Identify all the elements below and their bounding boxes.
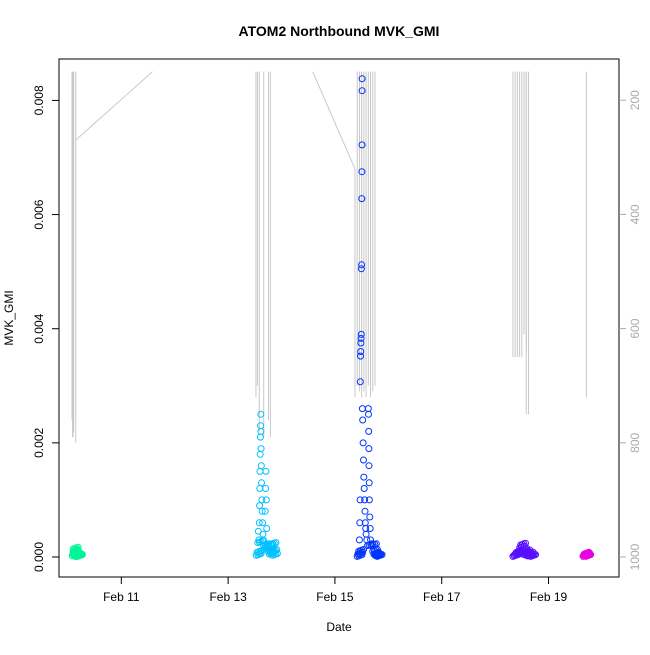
data-point: [356, 378, 364, 386]
data-point: [357, 339, 365, 347]
series-1: [68, 543, 86, 560]
data-point: [365, 427, 373, 435]
data-point: [358, 87, 366, 95]
y2-tick-label: 400: [628, 204, 642, 224]
data-point: [365, 445, 373, 453]
data-point: [361, 496, 369, 504]
y2-tick-label: 800: [628, 432, 642, 452]
data-point: [359, 416, 367, 424]
y-tick-label: 0.008: [32, 85, 46, 115]
data-point: [255, 536, 263, 544]
data-point: [255, 519, 263, 527]
y2-tick-label: 1000: [628, 543, 642, 570]
y-tick-label: 0.000: [32, 542, 46, 572]
data-point: [78, 551, 86, 559]
data-point: [360, 485, 368, 492]
data-point: [358, 75, 366, 83]
data-point: [262, 496, 270, 504]
y2-tick-label: 200: [628, 90, 642, 110]
data-point: [358, 168, 366, 176]
data-point: [258, 496, 266, 504]
data-point: [365, 410, 372, 418]
data-points: [68, 75, 595, 560]
data-point: [358, 141, 366, 149]
data-point: [360, 473, 368, 481]
secondary-trace-segment: [75, 71, 153, 141]
chart-title: ATOM2 Northbound MVK_GMI: [239, 23, 440, 39]
data-point: [361, 507, 369, 515]
data-point: [257, 462, 265, 470]
x-tick-label: Feb 15: [316, 590, 354, 604]
data-point: [355, 536, 363, 544]
axes: Feb 11 Feb 13 Feb 15 Feb 17 Feb 19 0.000 0.002…: [32, 58, 642, 604]
y-tick-label: 0.002: [32, 428, 46, 458]
data-point: [360, 546, 367, 553]
series-5: [579, 548, 595, 560]
data-point: [261, 507, 269, 515]
data-point: [257, 427, 265, 435]
y-tick-label: 0.004: [32, 313, 46, 343]
x-tick-label: Feb 13: [209, 590, 247, 604]
data-point: [587, 551, 595, 559]
y-axis-label: MVK_GMI: [2, 290, 16, 345]
data-point: [257, 445, 265, 453]
data-point: [259, 519, 267, 527]
data-point: [360, 456, 367, 464]
data-point: [272, 539, 280, 547]
data-point: [366, 513, 374, 521]
data-point: [357, 334, 365, 342]
data-point: [257, 410, 265, 418]
data-point: [359, 439, 367, 447]
secondary-trace-segment: [312, 71, 356, 169]
data-point: [258, 479, 265, 487]
x-tick-label: Feb 11: [103, 590, 140, 604]
data-point: [356, 496, 364, 504]
data-point: [262, 467, 270, 475]
data-point: [532, 551, 539, 559]
data-point: [263, 525, 271, 532]
x-tick-label: Feb 19: [530, 590, 568, 604]
data-point: [365, 479, 373, 487]
data-point: [357, 352, 364, 360]
data-point: [256, 502, 264, 510]
data-point: [262, 485, 270, 492]
data-point: [358, 195, 366, 203]
data-point: [357, 348, 365, 355]
y-tick-label: 0.006: [32, 199, 46, 229]
data-point: [378, 551, 386, 559]
data-point: [273, 550, 281, 557]
series-4: [509, 539, 539, 560]
x-axis-label: Date: [326, 620, 352, 634]
series-3: [353, 75, 386, 560]
data-point: [366, 525, 374, 532]
data-point: [357, 265, 365, 273]
data-point: [357, 330, 365, 338]
secondary-trace: [71, 71, 587, 443]
x-tick-label: Feb 17: [423, 590, 461, 604]
y2-tick-label: 600: [628, 318, 642, 338]
series-2: [252, 410, 281, 559]
data-point: [365, 462, 373, 470]
data-point: [258, 507, 266, 515]
data-point: [358, 261, 366, 269]
data-point: [365, 496, 373, 504]
